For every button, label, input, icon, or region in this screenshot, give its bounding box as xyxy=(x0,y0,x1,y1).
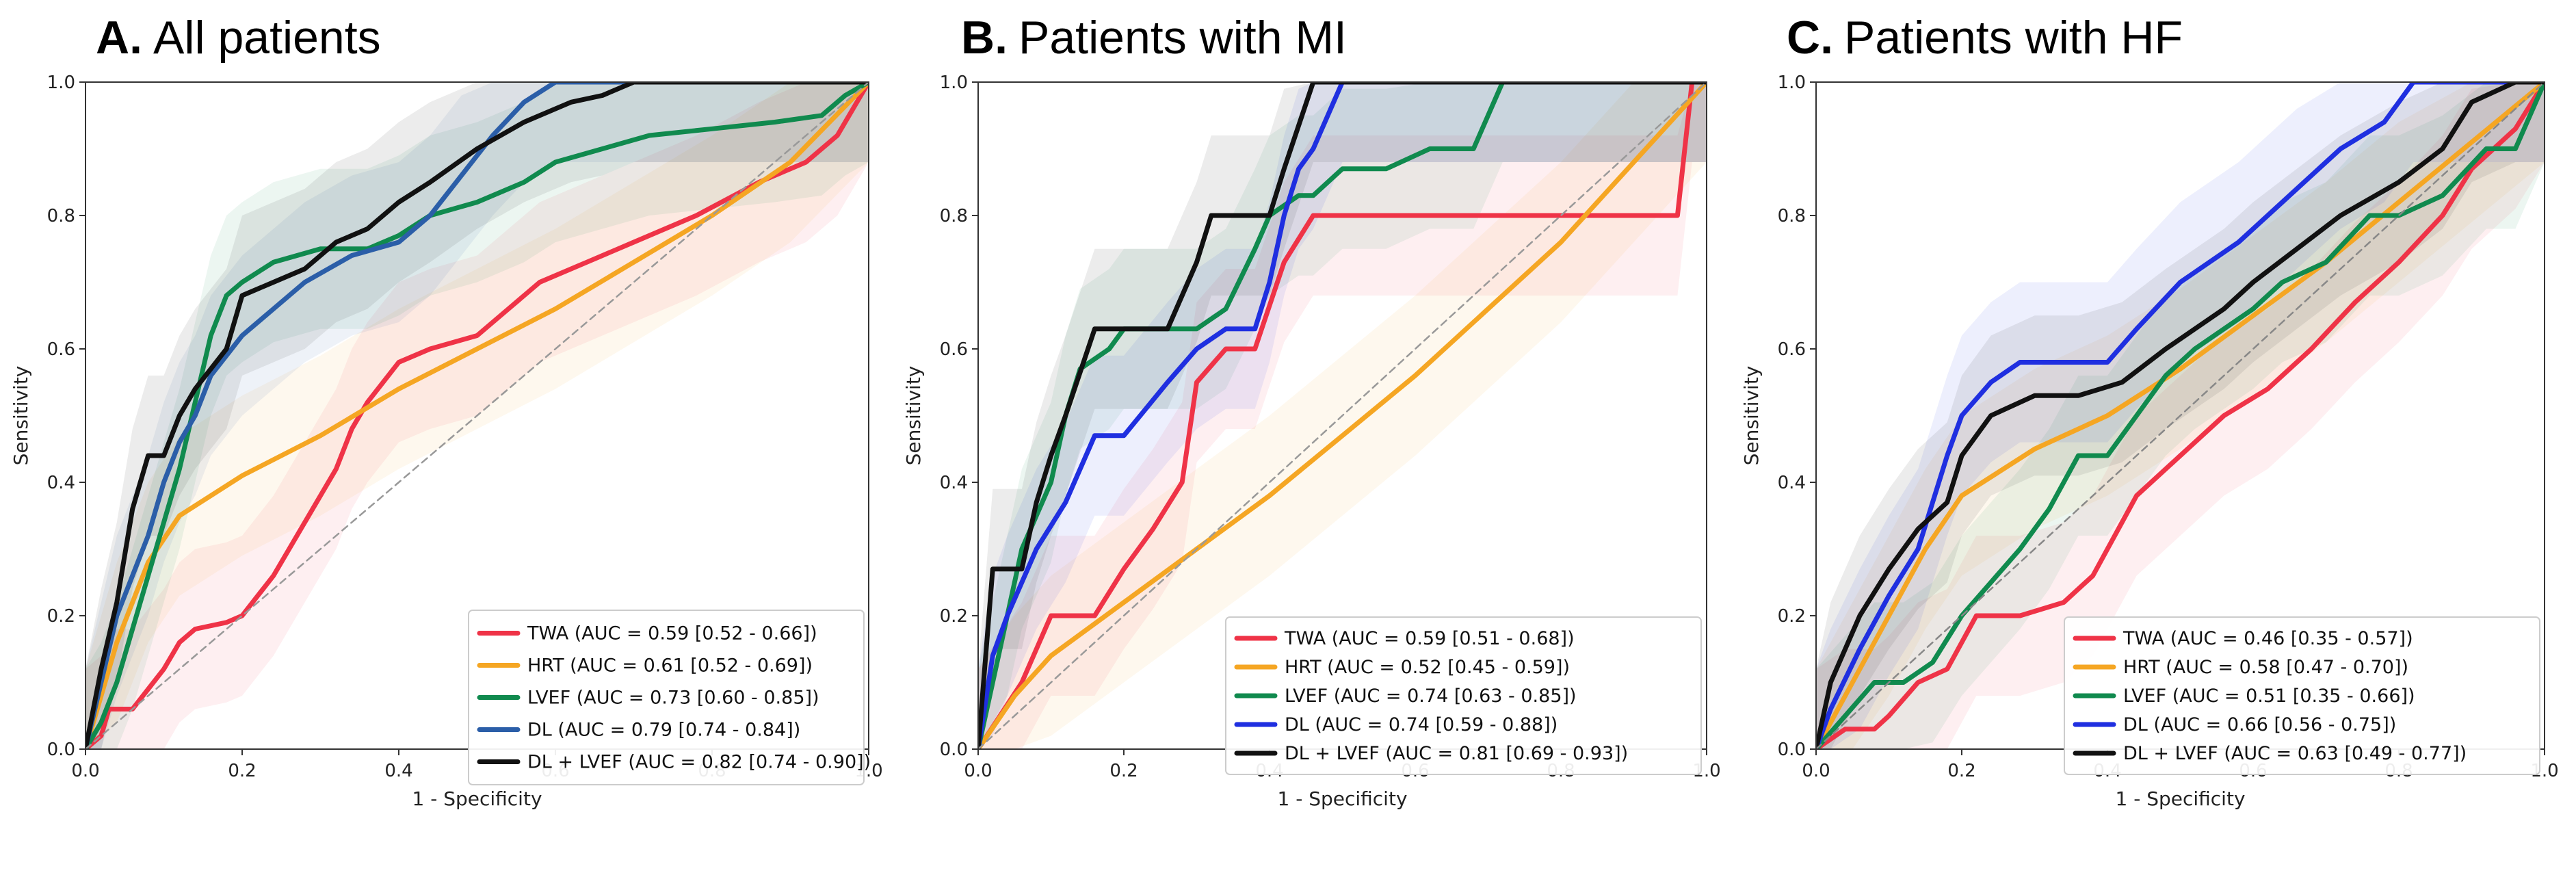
x-axis-label: 1 - Specificity xyxy=(412,787,542,810)
legend-entry: DL + LVEF (AUC = 0.63 [0.49 - 0.77]) xyxy=(2123,743,2467,764)
chance-line xyxy=(1816,82,2545,749)
roc-panel-3: C.Patients with HF 0.0 0.2 0.4 0.6 0.8 1.0 0.0 0… xyxy=(1740,12,2559,810)
chance-line xyxy=(86,82,869,749)
series-line-twa xyxy=(86,82,869,749)
y-tick-label: 0.6 xyxy=(1778,339,1806,360)
band-dl-lvef xyxy=(86,82,869,749)
y-tick-label: 0.4 xyxy=(47,473,75,493)
legend-entry: HRT (AUC = 0.58 [0.47 - 0.70]) xyxy=(2123,657,2408,678)
series-line-lvef xyxy=(1816,82,2545,749)
legend: TWA (AUC = 0.59 [0.51 - 0.68]) HRT (AUC =… xyxy=(1225,616,1702,775)
y-tick-label: 0.2 xyxy=(1778,606,1806,627)
y-tick-label: 0.4 xyxy=(1778,473,1806,493)
y-tick-label: 0.8 xyxy=(47,206,75,226)
legend-box xyxy=(2064,616,2540,775)
legend-entry: DL + LVEF (AUC = 0.82 [0.74 - 0.90]) xyxy=(527,752,871,773)
legend-entry: TWA (AUC = 0.46 [0.35 - 0.57]) xyxy=(2122,628,2413,649)
legend-entry: HRT (AUC = 0.52 [0.45 - 0.59]) xyxy=(1285,657,1570,678)
legend-entry: TWA (AUC = 0.59 [0.51 - 0.68]) xyxy=(1284,628,1575,649)
legend: TWA (AUC = 0.59 [0.52 - 0.66]) HRT (AUC =… xyxy=(468,610,871,785)
y-tick-label: 0.0 xyxy=(1778,740,1806,760)
panel-title-text: Patients with MI xyxy=(1018,12,1347,64)
legend-entry: DL + LVEF (AUC = 0.81 [0.69 - 0.93]) xyxy=(1285,743,1628,764)
y-tick-label: 1.0 xyxy=(47,73,75,93)
series-line-twa xyxy=(1816,82,2545,749)
y-tick-label: 0.6 xyxy=(47,339,75,360)
panel-title: A. All patients xyxy=(96,12,381,64)
y-tick-label: 0.0 xyxy=(47,740,75,760)
band-lvef xyxy=(86,82,869,749)
panel-letter: A. xyxy=(96,12,142,64)
roc-panel-1: A.All patients 0.0 0.2 0.4 0.6 0.8 1.0 0.0 0.2 0.… xyxy=(10,12,883,810)
x-axis-label: 1 - Specificity xyxy=(2115,787,2245,810)
legend-box xyxy=(468,610,865,785)
panel-title-text: Patients with HF xyxy=(1844,12,2183,64)
band-dl-lvef xyxy=(978,82,1707,749)
legend-entry: LVEF (AUC = 0.74 [0.63 - 0.85]) xyxy=(1285,685,1577,707)
y-tick-label: 0.2 xyxy=(47,606,75,627)
series-line-dl xyxy=(978,82,1707,749)
y-tick-label: 0.8 xyxy=(940,206,968,226)
series-line-dl-lvef xyxy=(1816,82,2545,749)
x-tick-label: 0.0 xyxy=(71,761,99,781)
series-line-twa xyxy=(978,82,1707,749)
y-tick-label: 0.4 xyxy=(940,473,968,493)
series-line-hrt xyxy=(1816,82,2545,749)
panel-title-text: All patients xyxy=(153,12,381,64)
series-line-lvef xyxy=(86,82,869,749)
series-line-dl xyxy=(86,82,869,749)
x-tick-label: 0.2 xyxy=(1947,761,1975,781)
panel-letter: C. xyxy=(1787,12,1833,64)
roc-panel-2: B.Patients with MI 0.0 0.2 0.4 0.6 0.8 1.0 0.0 0… xyxy=(902,12,1721,810)
y-tick-label: 1.0 xyxy=(1778,73,1806,93)
x-tick-label: 0.4 xyxy=(384,761,412,781)
series-line-dl-lvef xyxy=(86,82,869,749)
chance-line xyxy=(978,82,1707,749)
y-tick-label: 0.2 xyxy=(940,606,968,627)
y-tick-label: 0.6 xyxy=(940,339,968,360)
legend-entry: DL (AUC = 0.79 [0.74 - 0.84]) xyxy=(527,720,800,741)
series-line-hrt xyxy=(978,82,1707,749)
legend-entry: HRT (AUC = 0.61 [0.52 - 0.69]) xyxy=(527,655,813,677)
x-tick-label: 0.0 xyxy=(964,761,992,781)
y-tick-label: 1.0 xyxy=(940,73,968,93)
y-axis-label: Sensitivity xyxy=(902,366,925,466)
series-line-dl-lvef xyxy=(978,82,1707,749)
legend-entry: DL (AUC = 0.66 [0.56 - 0.75]) xyxy=(2123,714,2396,735)
panel-title: B. Patients with MI xyxy=(961,12,1347,64)
legend: TWA (AUC = 0.46 [0.35 - 0.57]) HRT (AUC =… xyxy=(2064,616,2540,775)
series-line-dl xyxy=(1816,82,2545,749)
panel-letter: B. xyxy=(961,12,1008,64)
band-dl xyxy=(86,82,869,749)
legend-entry: TWA (AUC = 0.59 [0.52 - 0.66]) xyxy=(527,623,817,644)
x-axis-label: 1 - Specificity xyxy=(1277,787,1407,810)
x-tick-label: 0.2 xyxy=(228,761,256,781)
y-tick-label: 0.0 xyxy=(940,740,968,760)
x-tick-label: 0.2 xyxy=(1109,761,1138,781)
series-line-hrt xyxy=(86,82,869,749)
panel-title: C. Patients with HF xyxy=(1787,12,2183,64)
y-axis-label: Sensitivity xyxy=(1740,366,1763,466)
x-tick-label: 0.0 xyxy=(1802,761,1830,781)
band-lvef xyxy=(978,82,1707,749)
legend-entry: LVEF (AUC = 0.51 [0.35 - 0.66]) xyxy=(2123,685,2415,707)
y-tick-label: 0.8 xyxy=(1778,206,1806,226)
legend-entry: DL (AUC = 0.74 [0.59 - 0.88]) xyxy=(1285,714,1558,735)
y-axis-label: Sensitivity xyxy=(10,366,32,466)
legend-entry: LVEF (AUC = 0.73 [0.60 - 0.85]) xyxy=(527,688,819,709)
legend-box xyxy=(1225,616,1702,775)
